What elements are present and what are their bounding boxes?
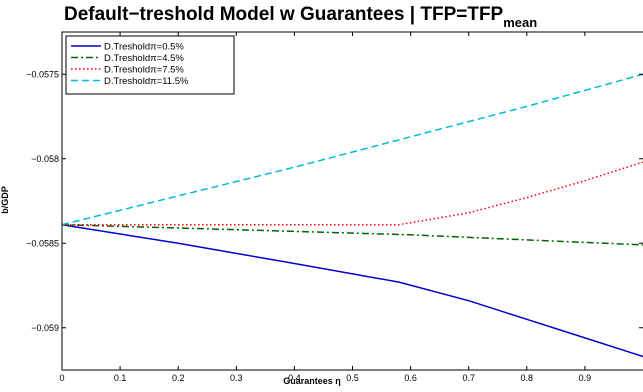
- x-tick-label: 0.7: [462, 373, 475, 383]
- x-tick-label: 0.8: [521, 373, 534, 383]
- legend-label-4: D.Tresholdπ=11.5%: [104, 76, 189, 87]
- legend-label-3: D.Tresholdπ=7.5%: [104, 65, 184, 76]
- x-tick-label: 0: [59, 373, 64, 383]
- x-tick-label: 0.4: [288, 373, 301, 383]
- y-tick-label: −0.0575: [26, 69, 59, 79]
- y-axis-label: b/GDP: [0, 186, 10, 214]
- x-axis-label: Guarantees η: [283, 376, 341, 386]
- axes: 0 0.1 0.2 0.3 0.4 0.5 0.6 0.7 0.8 0.9 −0.059 −0.058…: [0, 31, 643, 386]
- x-tick-label: 0.9: [579, 373, 592, 383]
- plot-area: [62, 73, 643, 358]
- chart-title-subscript: mean: [503, 15, 537, 30]
- plot-frame: [61, 31, 643, 371]
- chart-title-main: Default−treshold Model w Guarantees | TF…: [64, 4, 504, 25]
- legend-label-2: D.Tresholdπ=4.5%: [104, 53, 184, 64]
- x-tick-label: 0.6: [404, 373, 417, 383]
- legend: D.Tresholdπ=0.5%D.Tresholdπ=4.5%D.Tresho…: [65, 35, 235, 95]
- x-tick-label: 0.1: [114, 373, 127, 383]
- legend-label-1: D.Tresholdπ=0.5%: [104, 42, 184, 53]
- x-tick-label: 0.2: [172, 373, 185, 383]
- y-tick-label: −0.0585: [26, 238, 59, 248]
- series-line-1: [62, 223, 643, 358]
- series-line-2: [62, 223, 643, 246]
- chart-title: Default−treshold Model w Guarantees | TF…: [64, 4, 537, 30]
- y-tick-label: −0.059: [31, 323, 59, 333]
- x-tick-label: 0.5: [346, 373, 359, 383]
- series-line-4: [62, 73, 643, 226]
- series-line-3: [62, 161, 643, 226]
- x-tick-label: 0.3: [230, 373, 243, 383]
- y-tick-label: −0.058: [31, 154, 59, 164]
